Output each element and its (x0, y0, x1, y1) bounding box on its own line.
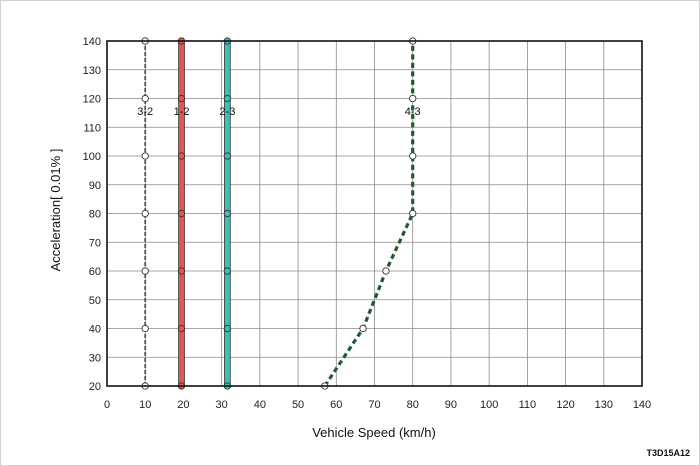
data-point-2-3 (223, 267, 232, 275)
series-label-4-3: 4-3 (405, 106, 421, 118)
data-point-2-3 (223, 324, 232, 333)
series-2-3 (223, 37, 232, 390)
y-tick-label: 40 (89, 324, 101, 336)
y-tick-label: 100 (83, 151, 101, 163)
data-point-2-3 (223, 209, 232, 218)
tick-labels: 0 10 20 30 40 50 60 70 80 90 100 110 120 130 140 20 30 40… (83, 36, 652, 411)
data-point-3-2 (141, 152, 149, 160)
x-tick-label: 30 (216, 399, 228, 411)
y-tick-label: 110 (83, 122, 101, 134)
x-tick-label: 70 (368, 399, 380, 411)
y-tick-label: 70 (89, 237, 101, 249)
series-layer (141, 37, 417, 390)
y-tick-label: 130 (83, 65, 101, 77)
data-point-3-2 (141, 324, 149, 333)
data-point-1-2 (177, 267, 186, 275)
series-label-1-2: 1-2 (174, 106, 190, 118)
series-labels: 3-2 1-2 2-3 4-3 (137, 106, 420, 118)
y-tick-label: 120 (83, 94, 101, 106)
y-tick-label: 20 (89, 381, 101, 393)
data-point-4-3 (409, 94, 417, 103)
y-tick-label: 140 (83, 36, 101, 48)
x-tick-label: 120 (556, 399, 574, 411)
data-point-3-2 (141, 209, 149, 218)
x-axis-title: Vehicle Speed (km/h) (312, 425, 436, 440)
figure-code: T3D15A12 (646, 448, 690, 458)
data-point-1-2 (177, 152, 186, 160)
y-axis-title: Acceleration[ 0.01% ] (48, 149, 63, 272)
series-label-3-2: 3-2 (137, 106, 153, 118)
series-3-2 (141, 37, 149, 390)
x-tick-label: 50 (292, 399, 304, 411)
x-tick-label: 0 (104, 399, 110, 411)
y-tick-label: 90 (89, 180, 101, 192)
data-point-1-2 (177, 209, 186, 218)
data-point-3-2 (141, 94, 149, 103)
data-point-4-3 (409, 209, 417, 218)
plot-border (106, 40, 643, 387)
y-tick-label: 80 (89, 209, 101, 221)
x-tick-label: 10 (139, 399, 151, 411)
x-tick-label: 100 (480, 399, 498, 411)
series-1-2 (177, 37, 186, 390)
x-tick-label: 110 (519, 399, 537, 411)
x-tick-label: 20 (177, 399, 189, 411)
data-point-1-2 (177, 324, 186, 333)
y-tick-label: 60 (89, 266, 101, 278)
data-point-4-3 (409, 152, 417, 160)
x-tick-label: 140 (633, 399, 651, 411)
data-point-3-2 (141, 267, 149, 275)
x-tick-label: 90 (445, 399, 457, 411)
y-tick-label: 50 (89, 295, 101, 307)
y-tick-label: 30 (89, 352, 101, 364)
data-point-4-3 (359, 324, 367, 333)
x-tick-label: 80 (407, 399, 419, 411)
data-point-1-2 (177, 94, 186, 103)
data-point-2-3 (223, 152, 232, 160)
x-tick-label: 40 (254, 399, 266, 411)
series-label-2-3: 2-3 (219, 106, 235, 118)
data-point-2-3 (223, 94, 232, 103)
x-tick-label: 60 (330, 399, 342, 411)
data-point-4-3 (382, 267, 390, 275)
x-tick-label: 130 (595, 399, 613, 411)
